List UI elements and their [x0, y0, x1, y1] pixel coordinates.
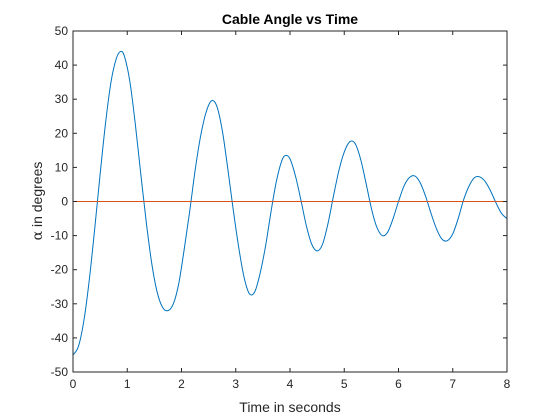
y-tick-label-0: 0: [61, 195, 68, 209]
y-tick-label-40: 40: [55, 58, 69, 72]
tick-layer: 0 1 2 3 4 5 6 7 8 -50 -40 -30 -20 -10 0 10 20 30 40 50: [51, 24, 511, 391]
x-tick-label-7: 7: [449, 377, 456, 391]
y-tick-label-10: 10: [55, 160, 69, 174]
x-tick-label-5: 5: [341, 377, 348, 391]
series-layer: [72, 50, 508, 356]
chart-title: Cable Angle vs Time: [222, 11, 358, 27]
y-axis-label-text: in degrees: [29, 162, 45, 231]
y-tick-label--40: -40: [51, 331, 69, 345]
x-tick-label-3: 3: [232, 377, 239, 391]
axes-box: [72, 30, 508, 373]
x-tick-label-4: 4: [287, 377, 294, 391]
x-tick-label-6: 6: [395, 377, 402, 391]
y-tick-label-30: 30: [55, 92, 69, 106]
series-line-1: [72, 50, 508, 356]
y-tick-label--20: -20: [51, 263, 69, 277]
x-axis-label: Time in seconds: [239, 399, 340, 415]
x-tick-label-1: 1: [124, 377, 131, 391]
x-tick-label-8: 8: [504, 377, 511, 391]
y-tick-label-50: 50: [55, 24, 69, 38]
y-tick-label--50: -50: [51, 365, 69, 379]
y-axis-label-symbol: α: [30, 230, 46, 240]
x-tick-label-0: 0: [70, 377, 77, 391]
y-tick-label--30: -30: [51, 297, 69, 311]
y-axis-label: α in degrees: [29, 162, 46, 241]
x-tick-label-2: 2: [178, 377, 185, 391]
y-tick-label-20: 20: [55, 126, 69, 140]
y-tick-label--10: -10: [51, 229, 69, 243]
